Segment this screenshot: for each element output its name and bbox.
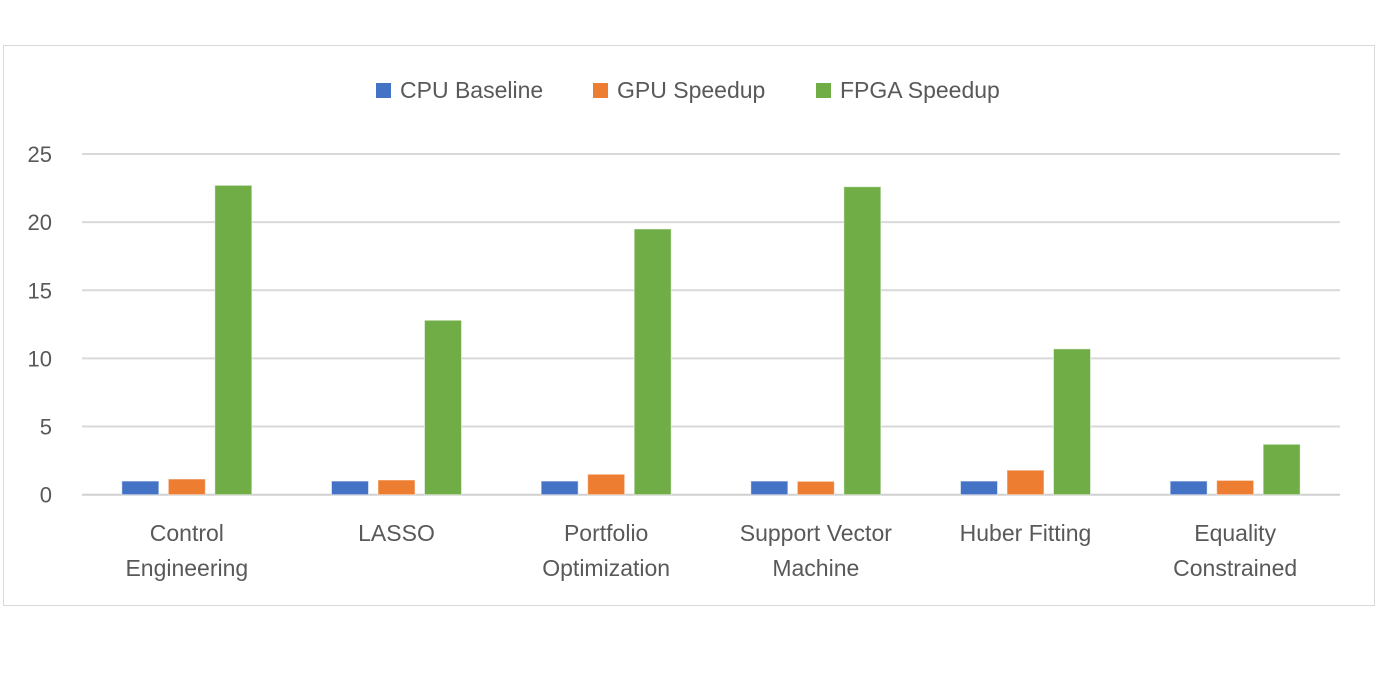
bar-gpu-speedup bbox=[167, 478, 206, 496]
x-category-label: Engineering bbox=[125, 555, 248, 581]
bar-fpga-speedup bbox=[1053, 348, 1091, 496]
x-category-label: Huber Fitting bbox=[960, 520, 1092, 546]
x-category-label: Constrained bbox=[1173, 555, 1297, 581]
y-tick-label: 0 bbox=[40, 483, 52, 508]
y-tick-label: 5 bbox=[40, 415, 52, 440]
x-category-label: LASSO bbox=[358, 520, 435, 546]
legend-swatch-fpga-speedup bbox=[816, 83, 831, 98]
bar-cpu-baseline bbox=[540, 480, 579, 496]
bar-fpga-speedup bbox=[214, 184, 253, 496]
x-category-label: Optimization bbox=[542, 555, 670, 581]
bar-cpu-baseline bbox=[1169, 480, 1208, 496]
bar-cpu-baseline bbox=[960, 480, 998, 496]
y-tick-label: 15 bbox=[28, 278, 52, 303]
y-tick-label: 25 bbox=[28, 142, 52, 167]
bar-gpu-speedup bbox=[377, 479, 416, 496]
legend-swatch-cpu-baseline bbox=[376, 83, 391, 98]
bar-gpu-speedup bbox=[796, 480, 835, 496]
legend-swatch-gpu-speedup bbox=[593, 83, 608, 98]
bar-cpu-baseline bbox=[750, 480, 789, 496]
x-category-label: Portfolio bbox=[564, 520, 648, 546]
y-tick-label: 10 bbox=[28, 346, 52, 371]
legend-label: CPU Baseline bbox=[400, 77, 543, 103]
bar-cpu-baseline bbox=[121, 480, 160, 496]
x-category-label: Support Vector bbox=[740, 520, 892, 546]
bar-gpu-speedup bbox=[587, 473, 626, 496]
bar-fpga-speedup bbox=[424, 319, 462, 496]
bar-cpu-baseline bbox=[331, 480, 369, 496]
y-tick-label: 20 bbox=[28, 210, 52, 235]
x-category-label: Equality bbox=[1194, 520, 1276, 546]
legend-label: GPU Speedup bbox=[617, 77, 765, 103]
bar-fpga-speedup bbox=[1262, 443, 1301, 496]
x-category-label: Control bbox=[150, 520, 224, 546]
legend-label: FPGA Speedup bbox=[840, 77, 1000, 103]
bar-gpu-speedup bbox=[1216, 479, 1255, 496]
x-category-label: Machine bbox=[772, 555, 859, 581]
bar-gpu-speedup bbox=[1006, 469, 1045, 496]
chart-frame bbox=[3, 45, 1375, 606]
bar-fpga-speedup bbox=[633, 228, 672, 496]
bar-fpga-speedup bbox=[843, 186, 882, 496]
